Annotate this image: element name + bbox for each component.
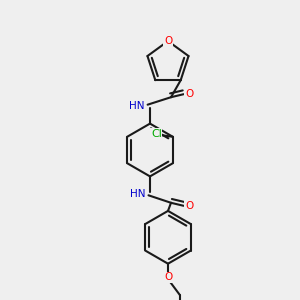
Text: Cl: Cl [151,129,162,139]
Text: O: O [164,36,172,46]
Text: O: O [185,201,193,211]
Text: O: O [185,89,193,99]
Text: HN: HN [130,189,145,199]
Text: O: O [164,272,172,282]
Text: HN: HN [129,101,144,111]
